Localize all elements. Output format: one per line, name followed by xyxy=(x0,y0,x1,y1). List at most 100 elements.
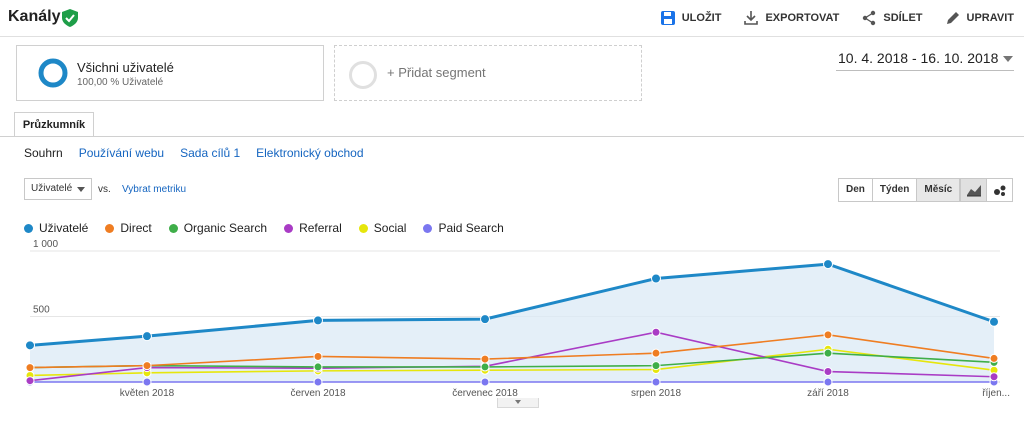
tab-divider xyxy=(0,136,1024,137)
save-icon xyxy=(660,11,675,25)
add-segment-button[interactable]: + Přidat segment xyxy=(334,45,642,101)
x-tick-label: květen 2018 xyxy=(120,388,175,398)
period-toggle: Den Týden Měsíc xyxy=(838,178,961,202)
share-label: SDÍLET xyxy=(883,12,923,24)
x-tick-label: srpen 2018 xyxy=(631,388,681,398)
edit-button[interactable]: UPRAVIT xyxy=(945,10,1014,26)
chevron-down-icon[interactable] xyxy=(1003,56,1013,62)
verified-shield-icon xyxy=(62,9,78,27)
caret-down-icon xyxy=(515,400,521,404)
top-bar: Kanály ULOŽIT EXPORTOVAT xyxy=(0,0,1024,37)
subnav-summary[interactable]: Souhrn xyxy=(24,146,63,160)
data-point-paid-search xyxy=(142,377,152,387)
data-point-uživatelé xyxy=(823,259,833,270)
data-point-organic-search xyxy=(823,348,833,358)
segment-name: Všichni uživatelé xyxy=(77,60,174,75)
legend-label: Uživatelé xyxy=(39,221,89,235)
data-point-uživatelé xyxy=(989,316,999,327)
legend-label: Paid Search xyxy=(438,221,504,235)
legend-dot xyxy=(24,223,33,233)
x-tick-label: září 2018 xyxy=(807,388,849,398)
data-point-paid-search xyxy=(480,377,490,387)
save-label: ULOŽIT xyxy=(681,12,722,24)
data-point-organic-search xyxy=(651,361,661,371)
vs-label: vs. xyxy=(98,184,111,195)
tab-explorer[interactable]: Průzkumník xyxy=(14,112,94,137)
legend-label: Direct xyxy=(120,221,152,235)
legend-item-referral[interactable]: Referral xyxy=(284,221,342,235)
chart-view-toggle xyxy=(960,178,1013,202)
chart-legend: Uživatelé Direct Organic Search Referral… xyxy=(24,221,504,235)
legend-label: Organic Search xyxy=(183,221,268,235)
data-point-uživatelé xyxy=(480,314,490,325)
edit-label: UPRAVIT xyxy=(966,12,1014,24)
export-button[interactable]: EXPORTOVAT xyxy=(743,10,839,26)
data-point-referral xyxy=(989,372,999,382)
subnav-site-usage[interactable]: Používání webu xyxy=(78,146,165,160)
data-point-uživatelé xyxy=(313,315,323,326)
save-button[interactable]: ULOŽIT xyxy=(660,10,722,26)
x-tick-label: červen 2018 xyxy=(290,388,345,398)
data-point-organic-search xyxy=(313,362,323,372)
date-range-picker[interactable]: 10. 4. 2018 - 16. 10. 2018 xyxy=(838,50,999,66)
period-day-button[interactable]: Den xyxy=(839,179,873,201)
data-point-paid-search xyxy=(651,377,661,387)
legend-label: Referral xyxy=(299,221,342,235)
select-metric-link[interactable]: Vybrat metriku xyxy=(122,184,187,195)
page-title: Kanály xyxy=(8,8,61,25)
segment-percent: 100,00 % Uživatelé xyxy=(77,77,164,88)
data-point-direct xyxy=(25,363,35,373)
data-point-uživatelé xyxy=(25,340,35,351)
legend-label: Social xyxy=(373,221,407,235)
data-point-referral xyxy=(651,327,661,337)
share-button[interactable]: SDÍLET xyxy=(861,10,923,26)
legend-item-direct[interactable]: Direct xyxy=(105,221,152,235)
data-point-paid-search xyxy=(823,377,833,387)
data-point-direct xyxy=(823,330,833,340)
caret-down-icon xyxy=(77,187,85,192)
legend-dot xyxy=(423,223,433,233)
data-point-direct xyxy=(989,353,999,363)
expand-chart-handle[interactable] xyxy=(497,398,539,408)
channels-line-chart: 500 1 000 květen 2018 červen 2018 červenec 2… xyxy=(25,240,1010,398)
edit-icon xyxy=(946,12,959,24)
period-week-button[interactable]: Týden xyxy=(872,179,918,201)
metric-dropdown[interactable]: Uživatelé xyxy=(24,178,92,200)
bubble-chart-icon xyxy=(993,185,1005,196)
data-point-direct xyxy=(142,361,152,371)
toolbar-actions: ULOŽIT EXPORTOVAT SDÍLET UPRAVIT xyxy=(660,10,1014,26)
y-tick-label: 1 000 xyxy=(33,240,58,250)
add-segment-label: + Přidat segment xyxy=(387,65,486,80)
legend-dot xyxy=(358,223,368,233)
empty-segment-icon xyxy=(349,61,377,89)
export-icon xyxy=(744,11,759,25)
data-point-direct xyxy=(313,351,323,361)
data-point-direct xyxy=(480,354,490,364)
subnav-goal-set-1[interactable]: Sada cílů 1 xyxy=(180,146,241,160)
legend-dot xyxy=(168,223,178,233)
motion-chart-view-button[interactable] xyxy=(987,179,1012,201)
subnav-ecommerce[interactable]: Elektronický obchod xyxy=(256,146,364,160)
legend-item-social[interactable]: Social xyxy=(358,221,407,235)
x-tick-label: říjen... xyxy=(982,388,1010,398)
period-month-button[interactable]: Měsíc xyxy=(917,179,960,201)
legend-item-users[interactable]: Uživatelé xyxy=(24,221,88,235)
line-chart-view-button[interactable] xyxy=(961,179,987,201)
legend-dot xyxy=(105,223,115,233)
active-segment[interactable]: Všichni uživatelé 100,00 % Uživatelé xyxy=(16,45,324,101)
line-chart-icon xyxy=(966,185,981,197)
data-point-direct xyxy=(651,348,661,358)
share-icon xyxy=(863,10,876,26)
sub-navigation: Souhrn Používání webu Sada cílů 1 Elektr… xyxy=(24,146,364,160)
data-point-referral xyxy=(25,376,35,386)
legend-item-paid-search[interactable]: Paid Search xyxy=(423,221,504,235)
y-tick-label: 500 xyxy=(33,305,50,316)
x-tick-label: červenec 2018 xyxy=(452,388,518,398)
legend-item-organic-search[interactable]: Organic Search xyxy=(168,221,268,235)
date-range-underline xyxy=(836,70,1014,71)
data-point-referral xyxy=(823,367,833,377)
data-point-organic-search xyxy=(480,362,490,372)
legend-dot xyxy=(284,223,294,233)
export-label: EXPORTOVAT xyxy=(765,12,840,24)
data-point-uživatelé xyxy=(142,331,152,342)
